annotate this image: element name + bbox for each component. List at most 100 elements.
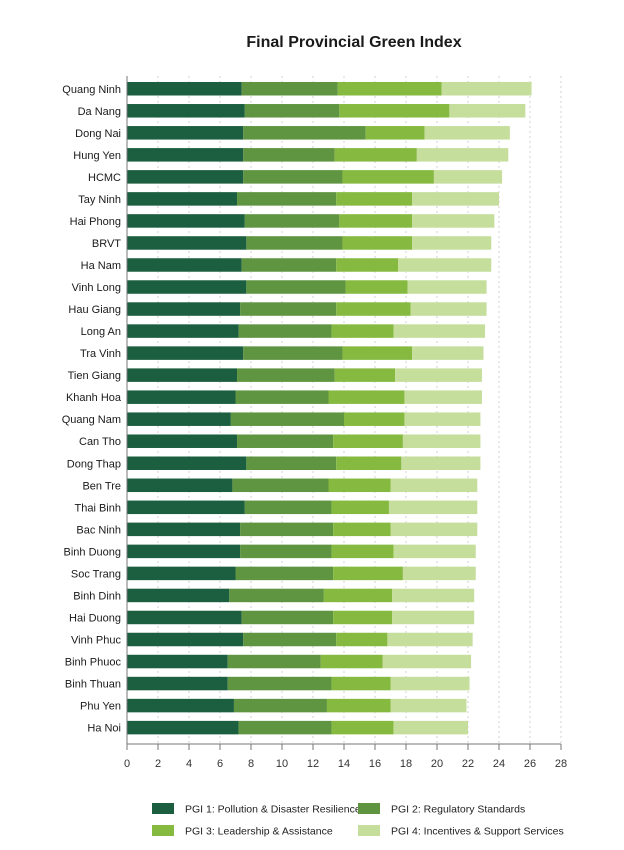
bar-segment-pgi1: [127, 522, 241, 537]
bar-segment-pgi3: [333, 566, 403, 581]
bar-segment-pgi1: [127, 346, 244, 360]
bar-segment-pgi3: [342, 236, 413, 250]
bar-group: [127, 368, 482, 382]
bar-segment-pgi1: [127, 478, 233, 493]
bar-segment-pgi4: [390, 698, 467, 713]
bar-group: [127, 698, 467, 713]
bar-segment-pgi3: [336, 302, 411, 316]
gridlines: [157, 76, 562, 744]
legend-swatch: [152, 803, 174, 814]
category-label: Hai Phong: [70, 216, 121, 228]
bar-segment-pgi1: [127, 588, 230, 603]
bar-segment-pgi4: [390, 478, 478, 493]
bar-segment-pgi1: [127, 258, 242, 272]
legend-label: PGI 1: Pollution & Disaster Resilience: [185, 804, 361, 816]
bar-segment-pgi2: [237, 434, 334, 448]
category-label: BRVT: [92, 238, 121, 250]
bar-segment-pgi4: [404, 390, 482, 404]
bar-segment-pgi1: [127, 610, 242, 625]
bar-segment-pgi1: [127, 104, 245, 118]
bar-segment-pgi1: [127, 456, 247, 471]
x-axis: 0 2 4 6 8 10 12 14 16 18 20 22 24 26 28: [124, 76, 567, 770]
category-label: Khanh Hoa: [66, 392, 122, 404]
x-tick-label: 26: [524, 758, 536, 770]
bar-segment-pgi2: [243, 148, 335, 162]
legend-label: PGI 3: Leadership & Assistance: [185, 826, 333, 838]
x-tick-label: 14: [338, 758, 350, 770]
bar-group: [127, 104, 526, 118]
bar-segment-pgi2: [238, 324, 332, 338]
bar-group: [127, 544, 476, 559]
category-label: Ha Noi: [87, 723, 121, 735]
legend-item: PGI 3: Leadership & Assistance: [152, 825, 333, 838]
bar-segment-pgi1: [127, 632, 244, 647]
bar-segment-pgi1: [127, 390, 236, 404]
category-labels: Quang Ninh Da Nang Dong Nai Hung Yen HCMC Tay…: [62, 84, 122, 735]
bar-group: [127, 126, 510, 140]
bar-segment-pgi4: [433, 170, 503, 184]
bar-segment-pgi1: [127, 324, 239, 338]
bar-segment-pgi3: [342, 170, 434, 184]
bar-segment-pgi4: [404, 412, 481, 426]
bar-segment-pgi4: [449, 104, 526, 118]
bar-segment-pgi3: [331, 676, 391, 691]
bar-segment-pgi2: [237, 192, 337, 206]
bar-segment-pgi4: [412, 214, 495, 228]
bar-segment-pgi2: [243, 126, 366, 140]
bar-segment-pgi1: [127, 280, 247, 294]
bar-segment-pgi4: [402, 566, 476, 581]
bar-segment-pgi4: [407, 280, 487, 294]
category-label: Long An: [81, 326, 121, 338]
bar-segment-pgi4: [393, 544, 476, 559]
bar-segment-pgi4: [412, 236, 492, 250]
legend-label: PGI 2: Regulatory Standards: [391, 804, 525, 816]
bar-segment-pgi2: [243, 346, 343, 360]
x-tick-label: 4: [186, 758, 192, 770]
bar-segment-pgi4: [392, 610, 475, 625]
category-label: Tra Vinh: [80, 348, 121, 360]
bar-segment-pgi4: [398, 258, 492, 272]
bar-segment-pgi2: [244, 500, 332, 515]
legend-item: PGI 4: Incentives & Support Services: [358, 825, 564, 838]
bar-segment-pgi4: [424, 126, 510, 140]
bar-segment-pgi3: [339, 104, 450, 118]
bar-segment-pgi3: [328, 478, 391, 493]
bar-group: [127, 478, 478, 493]
x-tick-label: 20: [431, 758, 443, 770]
bar-segment-pgi3: [320, 654, 383, 669]
bar-segment-pgi2: [243, 170, 343, 184]
bar-segment-pgi3: [331, 544, 394, 559]
bar-segment-pgi2: [233, 698, 327, 713]
x-tick-label: 12: [307, 758, 319, 770]
bar-segment-pgi2: [235, 566, 334, 581]
category-label: Dong Nai: [75, 128, 121, 140]
bar-segment-pgi2: [246, 456, 337, 471]
bar-segment-pgi3: [331, 500, 389, 515]
legend-label: PGI 4: Incentives & Support Services: [391, 826, 564, 838]
bar-segment-pgi3: [333, 434, 403, 448]
bar-segment-pgi4: [395, 368, 482, 382]
bar-segment-pgi3: [342, 346, 413, 360]
legend-swatch: [358, 825, 380, 836]
bar-segment-pgi2: [238, 720, 332, 735]
x-tick-label: 22: [462, 758, 474, 770]
legend-swatch: [152, 825, 174, 836]
bar-segment-pgi2: [241, 82, 338, 96]
bar-segment-pgi1: [127, 434, 238, 448]
category-label: Ben Tre: [82, 480, 121, 492]
bar-group: [127, 566, 476, 581]
bar-segment-pgi4: [390, 676, 470, 691]
bar-group: [127, 610, 475, 625]
bar-segment-pgi4: [401, 456, 481, 471]
bar-segment-pgi2: [241, 610, 334, 625]
chart-title: Final Provincial Green Index: [246, 34, 461, 51]
bar-group: [127, 434, 481, 448]
bar-segment-pgi2: [227, 654, 321, 669]
bar-group: [127, 280, 487, 294]
x-tick-label: 24: [493, 758, 505, 770]
category-label: Phu Yen: [80, 701, 121, 713]
legend-item: PGI 1: Pollution & Disaster Resilience: [152, 803, 361, 816]
bar-segment-pgi3: [344, 412, 405, 426]
bar-segment-pgi4: [410, 302, 487, 316]
bar-group: [127, 214, 495, 228]
